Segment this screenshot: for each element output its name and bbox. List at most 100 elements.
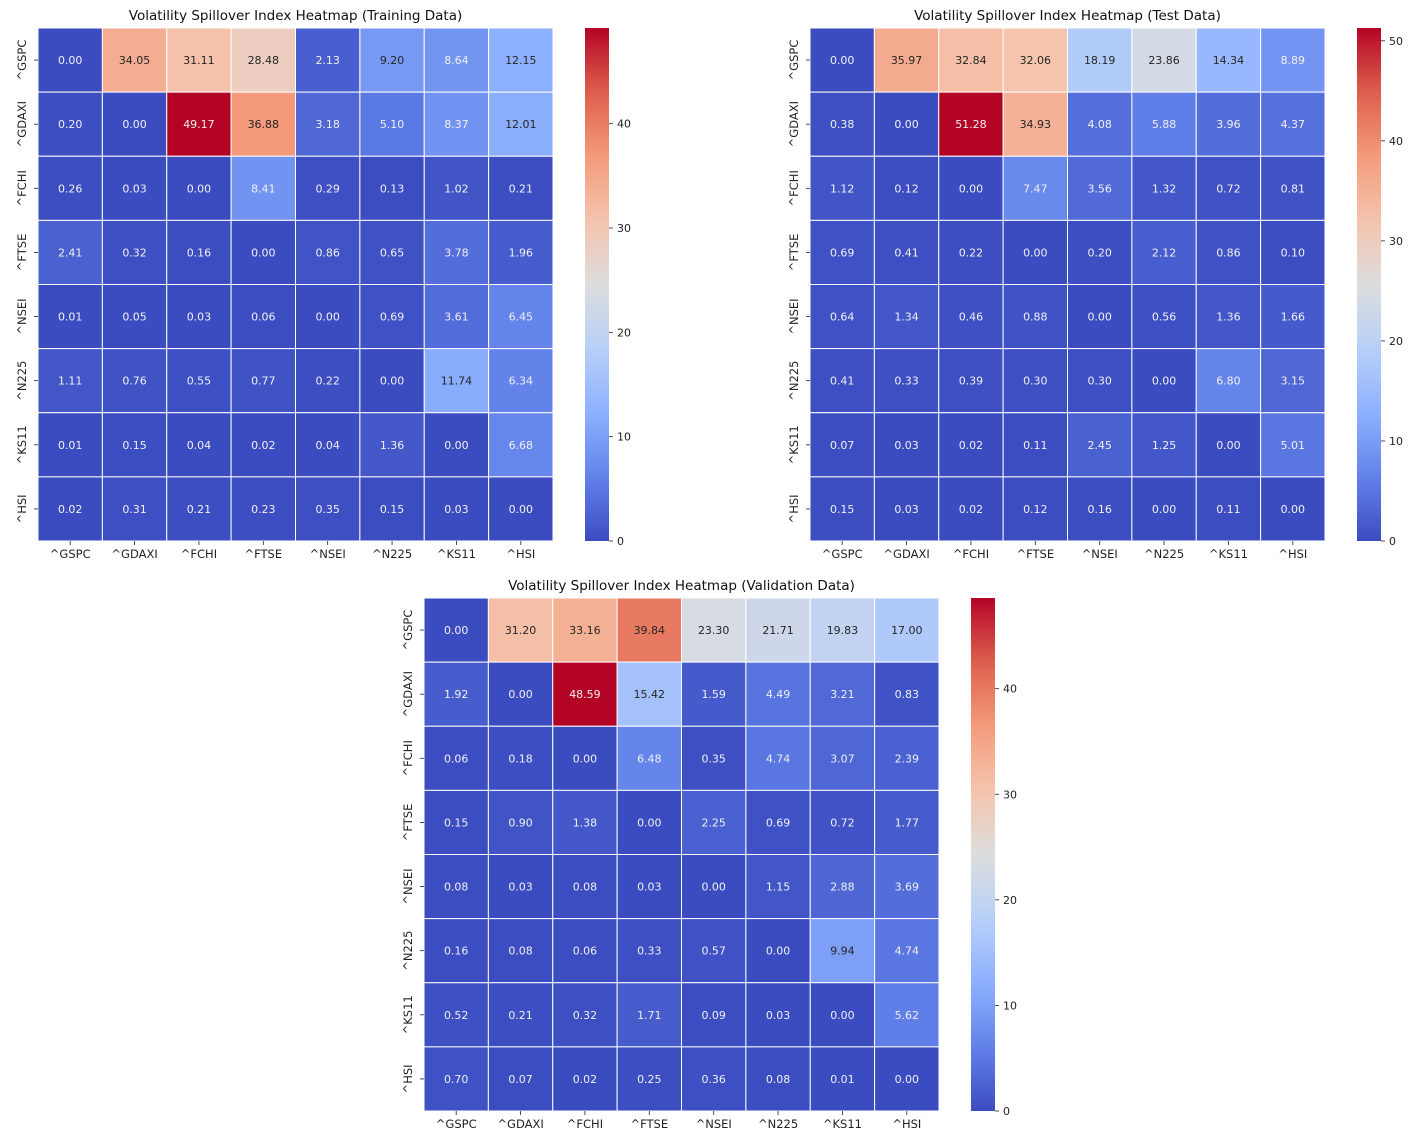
cell-value-label: 3.56 (1087, 182, 1112, 195)
colorbar-tick-label: 20 (617, 326, 631, 339)
heatmap-cell (873, 91, 940, 157)
heatmap-cell (166, 412, 232, 478)
heatmap-cell (809, 854, 876, 920)
heatmap-cell (616, 597, 682, 663)
heatmap-cell (488, 155, 554, 221)
cell-value-label: 0.25 (637, 1073, 662, 1086)
cell-value-label: 0.09 (701, 1009, 726, 1022)
cell-value-label: 19.83 (827, 624, 859, 637)
cell-value-label: 0.46 (959, 311, 984, 324)
cell-value-label: 28.48 (248, 54, 280, 67)
heatmap-cell (488, 91, 554, 157)
cell-value-label: 0.00 (508, 688, 533, 701)
cell-value-label: 0.00 (509, 503, 534, 516)
heatmap-cell (809, 661, 876, 727)
heatmap-cell (681, 725, 747, 791)
cell-value-label: 0.03 (894, 503, 919, 516)
cell-value-label: 0.21 (187, 503, 212, 516)
heatmap-training: Volatility Spillover Index Heatmap (Trai… (15, 8, 631, 561)
y-axis: ^GSPC ^GDAXI ^FCHI ^FTSE ^NSEI ^N225 ^KS11 ^HSI (401, 610, 424, 1093)
chart-title: Volatility Spillover Index Heatmap (Vali… (508, 578, 855, 594)
heatmap-cell (938, 219, 1004, 285)
heatmap-cell (423, 1046, 489, 1112)
x-tick-label: ^KS11 (1209, 547, 1248, 561)
cell-value-label: 3.69 (895, 881, 920, 894)
heatmap-cell (1131, 412, 1197, 478)
heatmap-cell (1067, 27, 1133, 93)
heatmap-cell (809, 91, 875, 157)
cell-value-label: 23.86 (1148, 54, 1180, 67)
heatmap-cell (874, 1046, 940, 1112)
heatmap-cell (809, 284, 875, 350)
heatmap-cell (230, 219, 296, 285)
cell-value-label: 0.00 (1281, 503, 1306, 516)
heatmap-cell (295, 476, 361, 542)
x-tick-label: ^GSPC (50, 547, 91, 561)
cell-value-label: 0.36 (701, 1073, 726, 1086)
heatmap-cell (101, 155, 168, 221)
y-tick-label: ^GDAXI (401, 671, 415, 717)
heatmap-cell (1195, 476, 1262, 542)
cell-value-label: 0.11 (1216, 503, 1241, 516)
heatmap-cell (809, 348, 875, 414)
heatmap-cell (359, 348, 425, 414)
cell-value-label: 0.01 (58, 311, 83, 324)
x-tick-label: ^GDAXI (497, 1117, 543, 1131)
x-tick-label: ^HSI (892, 1117, 921, 1131)
y-tick-label: ^KS11 (15, 425, 29, 464)
cell-value-label: 0.35 (315, 503, 340, 516)
heatmap-cell (1002, 219, 1068, 285)
x-tick-label: ^N225 (1144, 547, 1184, 561)
heatmap-cell (487, 725, 554, 791)
cell-value-label: 0.22 (959, 246, 984, 259)
x-tick-label: ^GSPC (436, 1117, 477, 1131)
cell-value-label: 1.36 (1216, 311, 1241, 324)
cell-value-label: 0.20 (1087, 246, 1112, 259)
colorbar-tick-label: 10 (617, 431, 631, 444)
heatmap-cell (101, 91, 168, 157)
cell-value-label: 0.30 (1087, 375, 1112, 388)
y-tick-label: ^N225 (15, 361, 29, 401)
cell-value-label: 0.00 (315, 311, 340, 324)
cell-value-label: 0.38 (830, 118, 855, 131)
y-tick-label: ^FCHI (787, 170, 801, 206)
cell-value-label: 0.39 (959, 375, 984, 388)
colorbar: 0 10 20 30 40 50 (1357, 28, 1403, 548)
cell-value-label: 8.64 (444, 54, 469, 67)
cell-value-label: 3.15 (1281, 375, 1306, 388)
x-tick-label: ^FCHI (181, 547, 217, 561)
cell-value-label: 0.64 (830, 311, 855, 324)
cell-value-label: 0.15 (380, 503, 405, 516)
cell-value-label: 1.15 (766, 881, 791, 894)
heatmap-cell (874, 597, 940, 663)
cell-value-label: 6.48 (637, 752, 662, 765)
heatmap-cell (488, 284, 554, 350)
cell-value-label: 0.04 (187, 439, 212, 452)
cell-value-label: 0.41 (894, 246, 919, 259)
cell-value-label: 3.21 (830, 688, 855, 701)
cell-value-label: 7.47 (1023, 182, 1048, 195)
heatmap-cell (809, 597, 876, 663)
heatmap-cell (1131, 348, 1197, 414)
heatmap-cell (1260, 27, 1326, 93)
cell-value-label: 1.36 (380, 439, 405, 452)
heatmap-cell (874, 789, 940, 855)
heatmap-cell (230, 91, 296, 157)
cell-value-label: 0.86 (1216, 246, 1241, 259)
cell-value-label: 5.62 (895, 1009, 920, 1022)
cell-value-label: 0.00 (959, 182, 984, 195)
x-tick-label: ^N225 (758, 1117, 798, 1131)
x-tick-label: ^NSEI (1082, 547, 1118, 561)
cell-value-label: 6.45 (509, 311, 534, 324)
cell-value-label: 0.55 (187, 375, 212, 388)
heatmap-cell (1002, 27, 1068, 93)
cell-value-label: 0.00 (1216, 439, 1241, 452)
cell-value-label: 0.65 (380, 246, 405, 259)
y-tick-label: ^FTSE (401, 804, 415, 842)
cell-value-label: 0.00 (830, 1009, 855, 1022)
x-tick-label: ^KS11 (437, 547, 476, 561)
y-tick-label: ^KS11 (401, 995, 415, 1034)
cell-value-label: 0.13 (380, 182, 405, 195)
heatmap-cell (616, 661, 682, 727)
x-tick-label: ^N225 (372, 547, 412, 561)
